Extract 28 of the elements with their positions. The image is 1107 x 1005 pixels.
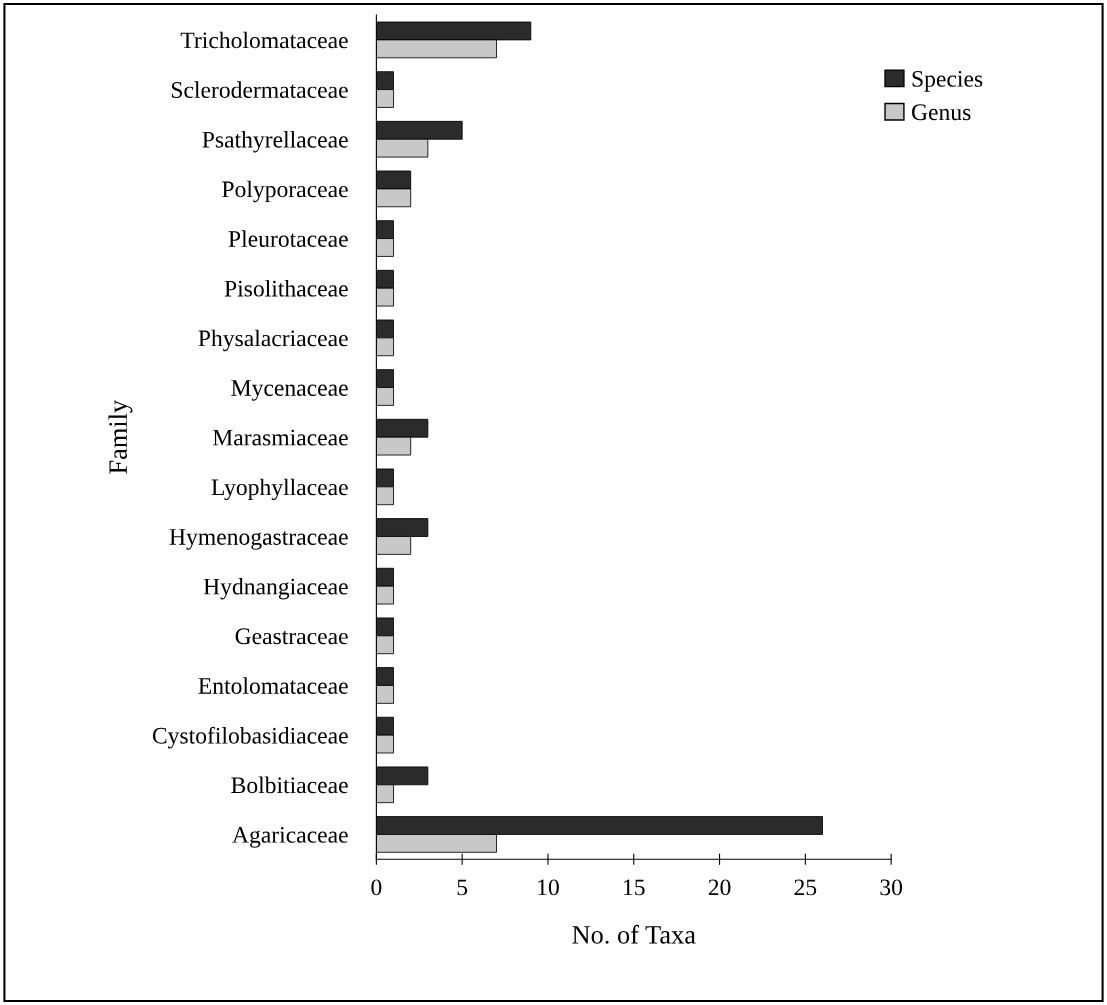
y-tick-label: Entolomataceae xyxy=(198,677,348,694)
x-tick-label: 10 xyxy=(538,879,559,896)
x-axis-title: No. of Taxa xyxy=(572,924,696,944)
y-tick-label: Pleurotaceae xyxy=(228,230,348,247)
legend-label: Genus xyxy=(911,104,971,121)
y-tick-label: Mycenaceae xyxy=(231,380,348,401)
y-tick-label: Pisolithaceae xyxy=(224,280,348,297)
y-tick-label: Cystofilobasidiaceae xyxy=(152,726,348,749)
x-tick-label: 30 xyxy=(880,879,903,896)
x-tick-label: 0 xyxy=(371,879,382,896)
y-tick-label: Marasmiaceae xyxy=(212,429,348,446)
y-tick-label: Geastraceae xyxy=(235,628,348,645)
y-tick-label: Agaricaceae xyxy=(232,826,348,848)
y-tick-label: Hymenogastraceae xyxy=(169,529,348,550)
y-tick-label: Sclerodermataceae xyxy=(171,81,348,98)
y-tick-label: Lyophyllaceae xyxy=(211,478,348,501)
y-tick-label: Psathyrellaceae xyxy=(202,131,348,153)
y-tick-label: Bolbitiaceae xyxy=(231,776,348,794)
y-tick-label: Hydnangiaceae xyxy=(203,577,348,600)
legend-label: Species xyxy=(912,70,983,92)
y-tick-label: Physalacriaceae xyxy=(198,329,348,352)
x-tick-label: 25 xyxy=(794,879,817,896)
x-tick-label: 5 xyxy=(457,879,468,896)
y-tick-label: Tricholomataceae xyxy=(180,31,348,49)
y-tick-label: Polyporaceae xyxy=(222,180,348,203)
y-axis-title: Family xyxy=(108,399,133,474)
x-tick-label: 20 xyxy=(708,879,731,896)
x-tick-label: 15 xyxy=(624,879,645,896)
